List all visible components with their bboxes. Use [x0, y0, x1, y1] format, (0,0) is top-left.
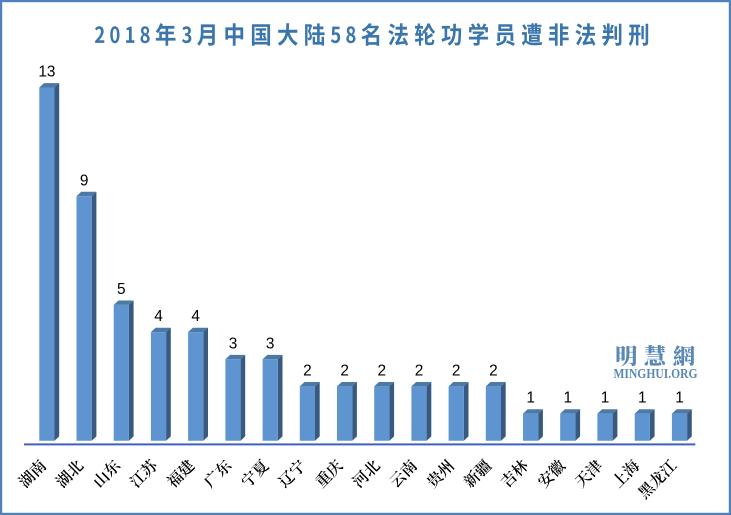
svg-text:2: 2: [489, 363, 498, 380]
svg-text:1: 1: [564, 390, 573, 407]
svg-text:1: 1: [638, 390, 647, 407]
svg-text:4: 4: [191, 308, 200, 325]
svg-text:2: 2: [303, 363, 312, 380]
svg-text:9: 9: [80, 172, 89, 189]
svg-text:2: 2: [452, 363, 461, 380]
svg-text:1: 1: [675, 390, 684, 407]
svg-text:2: 2: [340, 363, 349, 380]
svg-text:MINGHUI.ORG: MINGHUI.ORG: [614, 366, 698, 381]
svg-text:2: 2: [378, 363, 387, 380]
svg-text:1: 1: [601, 390, 610, 407]
svg-text:1: 1: [526, 390, 535, 407]
svg-text:2: 2: [415, 363, 424, 380]
svg-text:3: 3: [229, 335, 238, 352]
svg-text:3: 3: [266, 335, 275, 352]
svg-text:5: 5: [117, 281, 126, 298]
svg-text:4: 4: [154, 308, 163, 325]
svg-text:13: 13: [38, 64, 55, 81]
